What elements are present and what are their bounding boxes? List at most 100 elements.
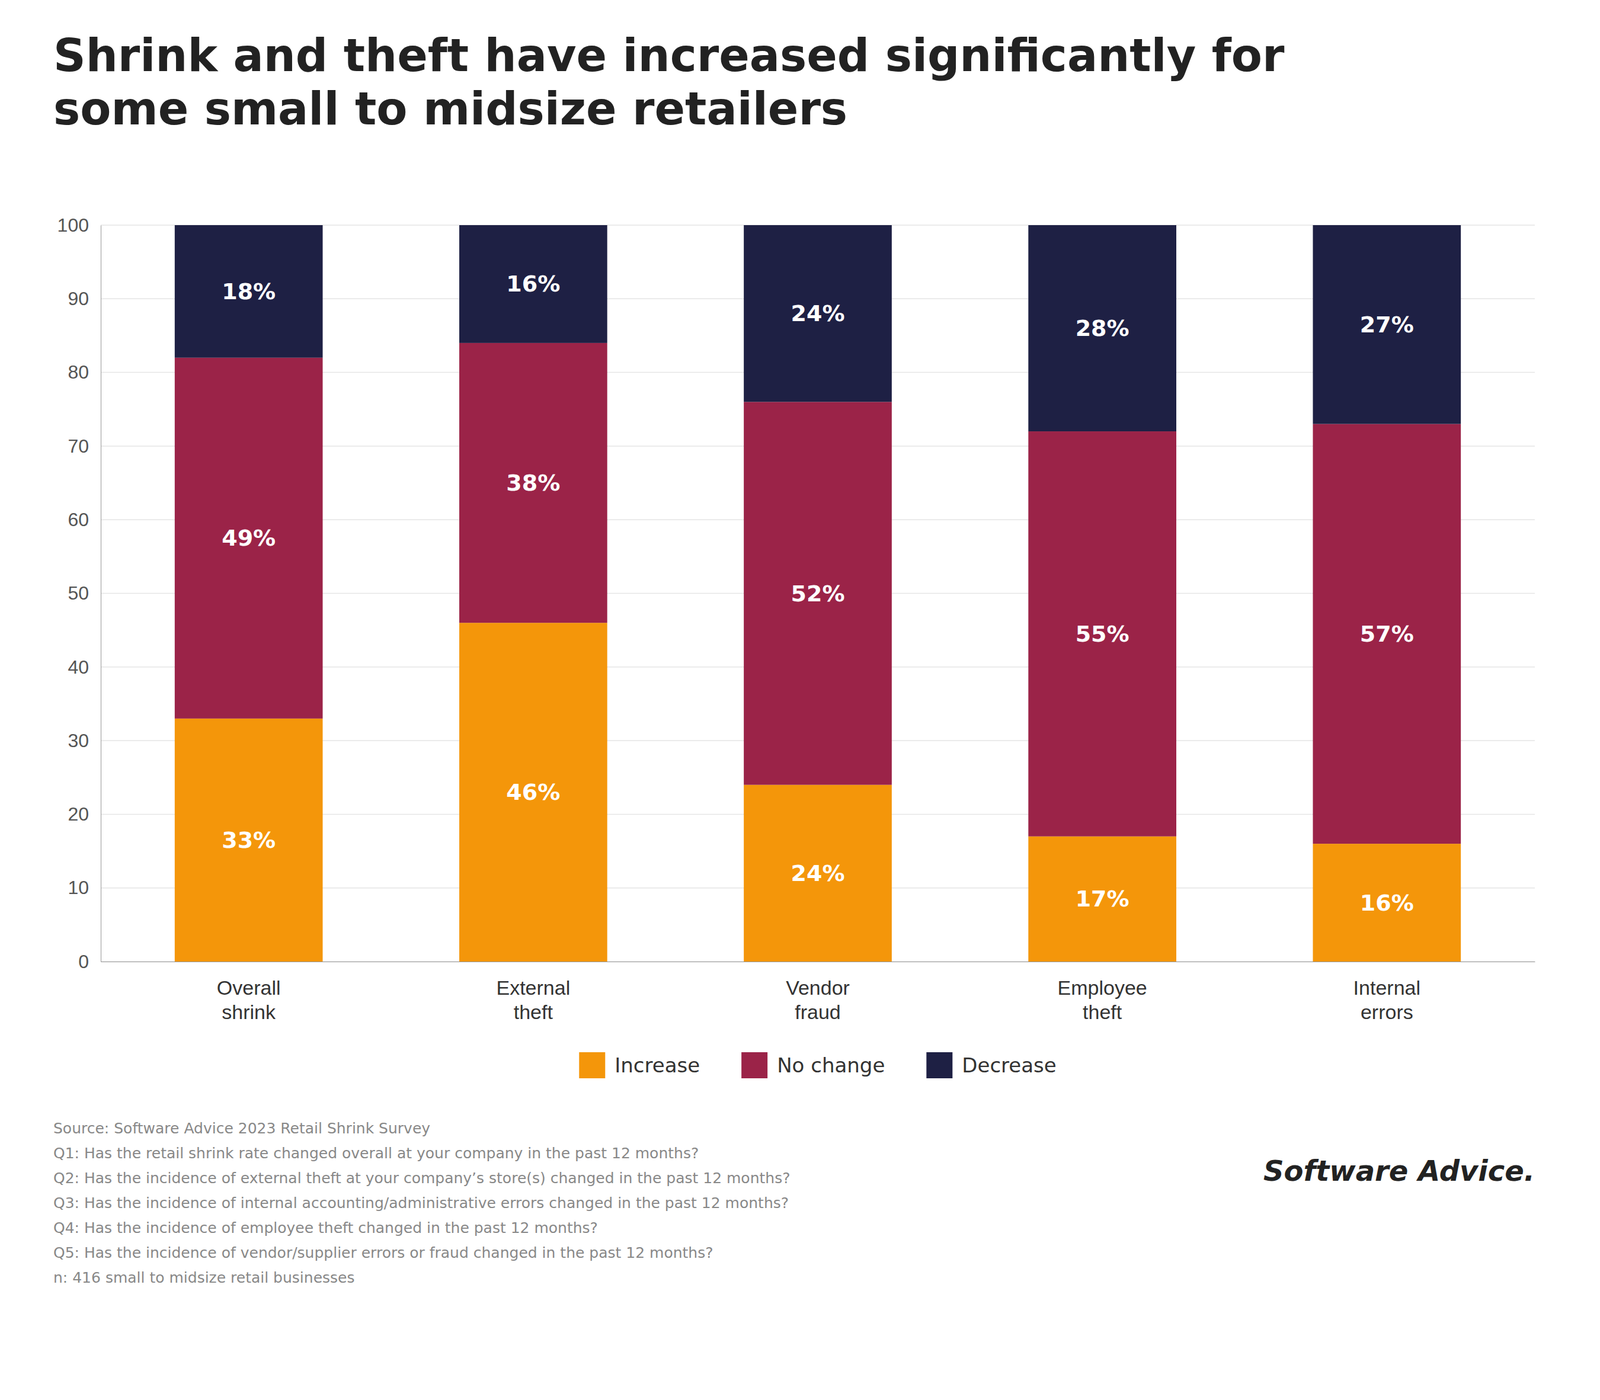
- bar-segment: [1028, 225, 1177, 432]
- bar-segment: [1028, 431, 1177, 837]
- legend-item: Decrease: [926, 1052, 1056, 1079]
- y-tick: 80: [67, 361, 101, 383]
- data-label: 18%: [221, 278, 276, 305]
- x-tick-label-line: External: [496, 976, 571, 1000]
- footnotes: Source: Software Advice 2023 Retail Shri…: [53, 1120, 790, 1287]
- y-tick: 10: [67, 877, 101, 899]
- x-tick: Internalerrors: [1353, 961, 1421, 1024]
- data-label: 27%: [1360, 311, 1414, 338]
- legend-swatch: [578, 1052, 606, 1079]
- data-label: 16%: [506, 270, 560, 297]
- y-tick: 100: [57, 214, 101, 236]
- legend-swatch: [926, 1052, 953, 1079]
- title-line: Shrink and theft have increased signific…: [53, 29, 1285, 82]
- legend-label: No change: [776, 1053, 885, 1078]
- data-label: 24%: [791, 300, 846, 327]
- y-tick-label: 60: [67, 509, 89, 531]
- y-tick-label: 30: [67, 730, 89, 752]
- x-tick-label: Vendorfraud: [785, 976, 850, 1024]
- y-tick: 20: [67, 803, 101, 825]
- x-axis: OverallshrinkExternaltheftVendorfraudEmp…: [101, 961, 1536, 1024]
- data-labels: 33% 46% 24% 17% 16% 49% 38% 52% 55% 57% 18% 16% 24% 2…: [221, 270, 1414, 916]
- background: [0, 0, 1600, 1400]
- x-tick: Vendorfraud: [785, 961, 850, 1024]
- bar-segment: [174, 225, 323, 358]
- footnote: n: 416 small to midsize retail businesse…: [53, 1269, 355, 1287]
- y-axis: 0 10 20 30 40 50 60 70 80 90 100: [57, 214, 102, 973]
- data-label: 38%: [506, 469, 560, 496]
- y-tick-label: 100: [57, 214, 89, 236]
- chart: Shrink and theft have increased signific…: [0, 0, 1600, 1400]
- x-tick-label: Overallshrink: [216, 976, 281, 1024]
- x-tick-label-line: Employee: [1057, 976, 1148, 1000]
- x-tick-label: Internalerrors: [1353, 976, 1421, 1024]
- y-tick-label: 80: [67, 361, 89, 383]
- data-label: 33%: [221, 827, 276, 854]
- legend-label: Increase: [614, 1053, 700, 1078]
- y-tick: 40: [67, 656, 101, 678]
- y-axis-line: [100, 225, 102, 963]
- x-tick-label-line: theft: [1082, 1000, 1123, 1024]
- x-tick-label-line: errors: [1360, 1000, 1414, 1024]
- y-tick-label: 70: [67, 435, 89, 457]
- y-tick: 90: [67, 288, 101, 310]
- x-tick-label-line: Vendor: [785, 976, 850, 1000]
- x-tick: Externaltheft: [496, 961, 571, 1024]
- data-label: 16%: [1360, 890, 1414, 917]
- y-tick: 70: [67, 435, 101, 457]
- x-tick-label: Externaltheft: [496, 976, 571, 1024]
- bar-segment: [1312, 843, 1461, 962]
- data-label: 49%: [221, 525, 276, 552]
- data-label: 52%: [791, 580, 846, 607]
- x-tick: Overallshrink: [216, 961, 281, 1024]
- bar-segment: [743, 225, 892, 402]
- data-label: 46%: [506, 779, 560, 806]
- y-tick: 0: [78, 951, 101, 973]
- bar-segment: [174, 357, 323, 719]
- grid: [100, 225, 1535, 962]
- data-label: 57%: [1360, 621, 1414, 648]
- y-tick-label: 50: [67, 582, 89, 604]
- bar-segment: [743, 785, 892, 962]
- plot: 33% 46% 24% 17% 16% 49% 38% 52% 55% 57% 18% 16% 24% 2…: [57, 214, 1536, 1024]
- y-tick-label: 90: [67, 288, 89, 310]
- x-axis-line: [101, 961, 1536, 963]
- data-label: 24%: [791, 860, 846, 887]
- footnote: Q2: Has the incidence of external theft …: [53, 1169, 790, 1187]
- bar-segment: [174, 718, 323, 962]
- x-tick-label-line: Internal: [1353, 976, 1421, 1000]
- bar-segment: [459, 225, 608, 344]
- y-tick-label: 20: [67, 803, 89, 825]
- y-tick-label: 0: [78, 951, 89, 973]
- legend-swatch: [741, 1052, 768, 1079]
- logo-text: Software Advice.: [1263, 1154, 1535, 1188]
- legend-label: Decrease: [961, 1053, 1056, 1078]
- footnote: Q1: Has the retail shrink rate changed o…: [53, 1144, 699, 1163]
- bar-segment: [743, 401, 892, 785]
- y-tick: 50: [67, 582, 101, 604]
- footnote: Source: Software Advice 2023 Retail Shri…: [53, 1120, 431, 1138]
- title: Shrink and theft have increased signific…: [53, 29, 1285, 136]
- legend: Increase No change Decrease: [578, 1052, 1056, 1079]
- y-tick: 60: [67, 509, 101, 531]
- footnote: Q5: Has the incidence of vendor/supplier…: [53, 1244, 713, 1262]
- x-tick-label-line: Overall: [216, 976, 281, 1000]
- y-tick-label: 10: [67, 877, 89, 899]
- bar-segment: [1312, 424, 1461, 845]
- data-label: 55%: [1075, 621, 1130, 648]
- x-tick-label-line: fraud: [794, 1000, 841, 1024]
- bar-segment: [459, 343, 608, 623]
- data-label: 17%: [1075, 885, 1130, 912]
- legend-item: Increase: [578, 1052, 700, 1079]
- x-tick-label-line: shrink: [221, 1000, 277, 1024]
- data-label: 28%: [1075, 315, 1130, 342]
- bars: [174, 225, 1461, 962]
- bar-segment: [1312, 225, 1461, 425]
- y-tick-label: 40: [67, 656, 89, 678]
- legend-item: No change: [741, 1052, 885, 1079]
- bar-segment: [1028, 836, 1177, 962]
- bar-segment: [459, 622, 608, 962]
- footnote: Q4: Has the incidence of employee theft …: [53, 1219, 598, 1237]
- footnote: Q3: Has the incidence of internal accoun…: [53, 1194, 789, 1212]
- x-tick-label-line: theft: [513, 1000, 554, 1024]
